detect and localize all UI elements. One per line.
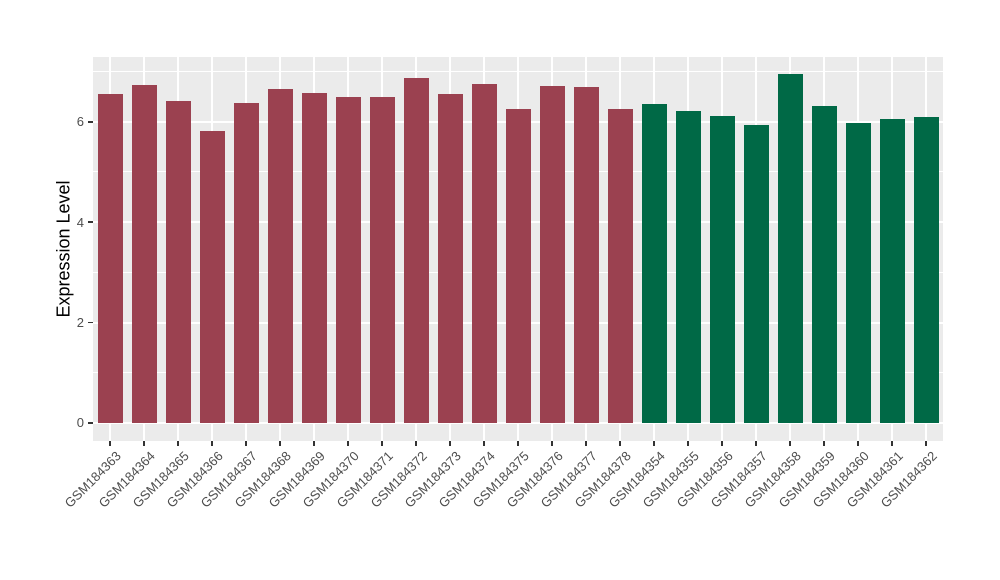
bar (573, 86, 599, 423)
x-tick (687, 441, 689, 446)
bar (505, 108, 531, 423)
y-axis-title-text: Expression Level (53, 180, 74, 318)
x-tick (313, 441, 315, 446)
y-tick-label: 0 (76, 415, 84, 431)
x-tick (653, 441, 655, 446)
x-tick (177, 441, 179, 446)
y-tick (88, 121, 93, 123)
x-tick (721, 441, 723, 446)
x-tick (755, 441, 757, 446)
bar (403, 77, 429, 423)
x-tick (585, 441, 587, 446)
x-tick (109, 441, 111, 446)
y-tick (88, 321, 93, 324)
bar (131, 85, 157, 423)
x-tick (415, 441, 417, 446)
x-tick (483, 441, 485, 446)
y-tick-label: 6 (76, 114, 84, 130)
x-tick (143, 441, 145, 446)
bar (641, 103, 667, 423)
y-tick (88, 422, 93, 424)
bar (913, 116, 939, 423)
x-tick (925, 441, 927, 446)
y-tick (88, 221, 93, 223)
bar (879, 119, 905, 423)
x-tick (891, 441, 893, 446)
bar (607, 108, 633, 423)
bar (471, 83, 497, 423)
bar (437, 93, 463, 423)
x-tick (517, 441, 519, 446)
x-tick (823, 441, 825, 446)
y-tick-label: 2 (76, 315, 84, 331)
x-tick (245, 441, 247, 446)
bar (777, 73, 803, 423)
x-tick (211, 441, 213, 446)
bar (811, 106, 837, 423)
bar (97, 94, 123, 423)
y-tick-label: 4 (76, 214, 84, 230)
x-tick (381, 441, 383, 446)
bar (301, 92, 327, 423)
bar (743, 124, 769, 423)
x-tick (857, 441, 859, 446)
plot-panel (93, 57, 943, 441)
x-tick (347, 441, 349, 446)
x-tick (279, 441, 281, 446)
bar (267, 89, 293, 423)
bar (233, 102, 259, 423)
x-tick (789, 441, 791, 446)
bar (709, 115, 735, 423)
bar (845, 123, 871, 423)
x-tick (449, 441, 451, 446)
bar (369, 96, 395, 423)
x-tick (551, 441, 553, 446)
x-tick (619, 441, 621, 446)
bar (335, 97, 361, 423)
bar (199, 130, 225, 423)
bar (165, 101, 191, 423)
bar (539, 85, 565, 423)
bar (675, 110, 701, 423)
